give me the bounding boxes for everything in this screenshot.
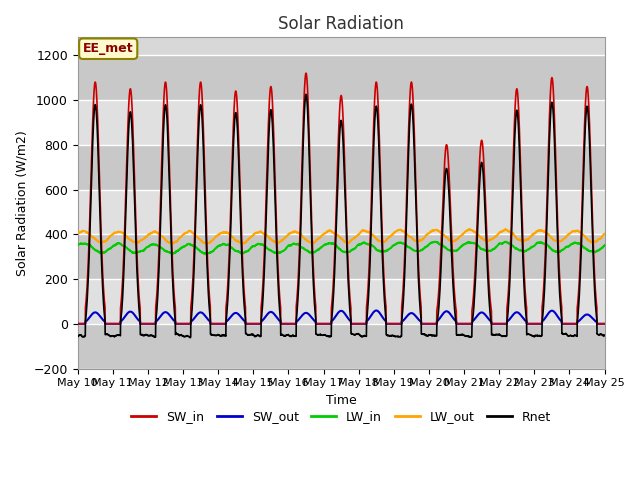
LW_in xyxy=(202,251,209,257)
Bar xyxy=(77,55,605,100)
LW_out xyxy=(168,240,175,246)
LW_in xyxy=(431,239,438,245)
Line: SW_in: SW_in xyxy=(77,73,605,324)
LW_out xyxy=(402,230,410,236)
Rnet xyxy=(600,332,608,338)
SW_in xyxy=(402,226,410,232)
SW_out xyxy=(74,321,81,327)
Bar xyxy=(77,234,605,279)
LW_out xyxy=(601,231,609,237)
SW_out xyxy=(402,315,410,321)
Line: LW_out: LW_out xyxy=(77,229,605,243)
LW_in xyxy=(74,242,81,248)
SW_out xyxy=(551,310,559,315)
SW_in xyxy=(600,321,608,327)
Bar xyxy=(77,100,605,145)
SW_in xyxy=(187,321,195,327)
Line: Rnet: Rnet xyxy=(77,95,605,337)
SW_out xyxy=(221,321,228,327)
Rnet xyxy=(551,149,559,155)
Title: Solar Radiation: Solar Radiation xyxy=(278,15,404,33)
Rnet xyxy=(74,333,81,339)
LW_out xyxy=(551,238,559,243)
Rnet xyxy=(601,332,609,338)
Bar xyxy=(77,190,605,234)
Rnet xyxy=(221,333,228,338)
Bar xyxy=(77,324,605,369)
SW_out xyxy=(392,321,400,327)
SW_out xyxy=(187,321,195,327)
Rnet xyxy=(393,334,401,339)
Rnet xyxy=(402,239,410,245)
SW_in xyxy=(392,321,400,327)
LW_in xyxy=(221,241,228,247)
LW_in xyxy=(551,248,559,254)
Rnet xyxy=(302,92,310,97)
LW_out xyxy=(74,229,81,235)
Text: EE_met: EE_met xyxy=(83,42,134,55)
X-axis label: Time: Time xyxy=(326,394,356,407)
Bar xyxy=(77,279,605,324)
Legend: SW_in, SW_out, LW_in, LW_out, Rnet: SW_in, SW_out, LW_in, LW_out, Rnet xyxy=(126,406,556,429)
LW_in xyxy=(187,241,195,247)
SW_in xyxy=(601,321,609,327)
LW_out xyxy=(187,228,195,234)
SW_out xyxy=(600,321,608,327)
LW_out xyxy=(600,231,608,237)
LW_out xyxy=(392,228,400,234)
SW_in xyxy=(221,321,228,327)
Y-axis label: Solar Radiation (W/m2): Solar Radiation (W/m2) xyxy=(15,130,28,276)
SW_in xyxy=(74,321,81,327)
Line: SW_out: SW_out xyxy=(77,311,605,324)
SW_in xyxy=(551,122,559,128)
SW_out xyxy=(372,308,380,313)
LW_in xyxy=(601,242,609,248)
LW_out xyxy=(465,227,472,232)
Rnet xyxy=(186,335,194,340)
LW_in xyxy=(392,241,400,247)
Line: LW_in: LW_in xyxy=(77,242,605,254)
LW_out xyxy=(221,230,228,236)
Bar xyxy=(77,145,605,190)
SW_in xyxy=(302,70,310,76)
Rnet xyxy=(187,334,195,340)
LW_in xyxy=(600,242,608,248)
SW_out xyxy=(601,321,609,327)
LW_in xyxy=(402,242,410,248)
